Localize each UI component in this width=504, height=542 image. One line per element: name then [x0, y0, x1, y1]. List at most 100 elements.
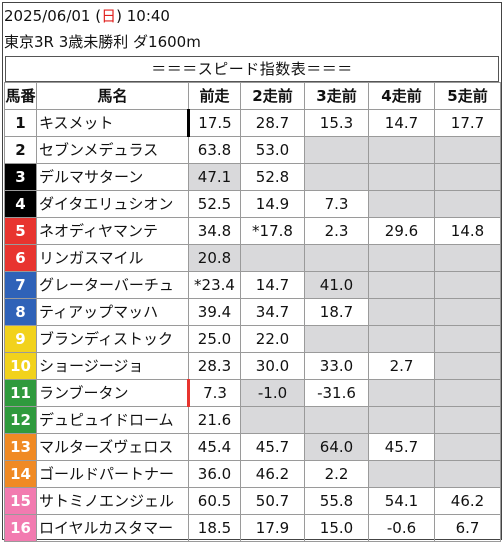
speed-index-cell: *17.8	[240, 217, 305, 245]
speed-index-cell: 7.3	[304, 190, 369, 218]
col-header-last-run: 前走	[188, 82, 241, 110]
speed-index-cell	[368, 325, 435, 353]
horse-name: セブンメデュラス	[36, 136, 189, 164]
horse-name: キスメット	[36, 109, 189, 137]
speed-index-cell	[304, 406, 369, 434]
speed-index-cell: 46.2	[240, 460, 305, 488]
speed-index-cell: -1.0	[240, 379, 305, 407]
horse-number: 10	[4, 352, 37, 380]
speed-index-cell	[434, 271, 501, 299]
speed-index-cell: 47.1	[188, 163, 241, 191]
horse-number: 9	[4, 325, 37, 353]
speed-index-cell: 18.7	[304, 298, 369, 326]
col-header-5-runs-ago: 5走前	[434, 82, 501, 110]
speed-index-cell: 22.0	[240, 325, 305, 353]
speed-index-cell	[368, 136, 435, 164]
speed-index-cell: 46.2	[434, 487, 501, 515]
horse-number: 12	[4, 406, 37, 434]
horse-row: 12 デュピュイドローム 21.6	[4, 406, 501, 434]
speed-index-cell: 2.3	[304, 217, 369, 245]
speed-index-table: 馬番 馬名 前走 2走前 3走前 4走前 5走前 1 キスメット 17.5 28.7 1…	[4, 82, 501, 542]
col-header-4-runs-ago: 4走前	[368, 82, 435, 110]
speed-index-cell: *23.4	[188, 271, 241, 299]
horse-number: 15	[4, 487, 37, 515]
speed-index-cell: 45.7	[368, 433, 435, 461]
speed-index-cell	[368, 244, 435, 272]
table-banner: ＝＝＝スピード指数表＝＝＝	[5, 56, 499, 82]
horse-name: ゴールドパートナー	[36, 460, 189, 488]
day-close-paren: )	[116, 7, 122, 25]
race-date: 2025/06/01	[4, 7, 91, 25]
horse-name: ランブータン	[36, 379, 189, 407]
speed-index-cell: 55.8	[304, 487, 369, 515]
horse-row: 9 ブランディストック 25.0 22.0	[4, 325, 501, 353]
horse-name: ティアップマッハ	[36, 298, 189, 326]
speed-index-cell: 28.7	[240, 109, 305, 137]
horse-row: 4 ダイタエリュシオン 52.5 14.9 7.3	[4, 190, 501, 218]
speed-index-cell: 63.8	[188, 136, 241, 164]
speed-index-cell: 7.3	[187, 379, 241, 407]
speed-index-cell: -31.6	[304, 379, 369, 407]
horse-row: 3 デルマサターン 47.1 52.8	[4, 163, 501, 191]
speed-index-cell: 17.7	[434, 109, 501, 137]
speed-index-cell: 54.1	[368, 487, 435, 515]
speed-index-cell	[368, 460, 435, 488]
col-header-3-runs-ago: 3走前	[304, 82, 369, 110]
speed-index-cell	[368, 163, 435, 191]
speed-index-cell: 14.7	[240, 271, 305, 299]
speed-index-cell: 53.0	[240, 136, 305, 164]
speed-index-cell: 14.9	[240, 190, 305, 218]
speed-index-cell: 36.0	[188, 460, 241, 488]
speed-index-cell	[368, 298, 435, 326]
speed-index-cell	[434, 406, 501, 434]
speed-index-cell: 34.7	[240, 298, 305, 326]
speed-index-cell	[434, 433, 501, 461]
horse-name: グレーターバーチュ	[36, 271, 189, 299]
speed-index-cell	[368, 190, 435, 218]
horse-name: ショージージョ	[36, 352, 189, 380]
speed-index-cell	[304, 325, 369, 353]
speed-index-cell: 39.4	[188, 298, 241, 326]
race-day-of-week: 日	[101, 7, 117, 25]
race-time: 10:40	[126, 7, 170, 25]
horse-row: 8 ティアップマッハ 39.4 34.7 18.7	[4, 298, 501, 326]
horse-name: ネオディヤマンテ	[36, 217, 189, 245]
table-body: 1 キスメット 17.5 28.7 15.3 14.7 17.7 2 セブンメデュラス 63.8 5…	[4, 109, 501, 542]
speed-index-cell: 15.3	[304, 109, 369, 137]
speed-index-cell: 34.8	[188, 217, 241, 245]
horse-number: 16	[4, 514, 37, 542]
col-header-name: 馬名	[36, 82, 189, 110]
speed-index-cell: 17.5	[187, 109, 241, 137]
col-header-number: 馬番	[4, 82, 37, 110]
horse-name: マルターズヴェロス	[36, 433, 189, 461]
horse-name: サトミノエンジェル	[36, 487, 189, 515]
horse-number: 6	[4, 244, 37, 272]
horse-row: 1 キスメット 17.5 28.7 15.3 14.7 17.7	[4, 109, 501, 137]
speed-index-cell: 21.6	[188, 406, 241, 434]
day-open-paren: (	[90, 7, 102, 25]
horse-number: 2	[4, 136, 37, 164]
horse-row: 10 ショージージョ 28.3 30.0 33.0 2.7	[4, 352, 501, 380]
horse-number: 14	[4, 460, 37, 488]
speed-index-cell: 28.3	[188, 352, 241, 380]
speed-index-cell: 25.0	[188, 325, 241, 353]
speed-index-cell	[304, 163, 369, 191]
horse-number: 7	[4, 271, 37, 299]
horse-row: 6 リンガスマイル 20.8	[4, 244, 501, 272]
speed-index-cell	[240, 244, 305, 272]
horse-name: ダイタエリュシオン	[36, 190, 189, 218]
speed-index-cell	[434, 244, 501, 272]
speed-index-cell: 45.7	[240, 433, 305, 461]
speed-index-cell: 20.8	[188, 244, 241, 272]
table-header-row: 馬番 馬名 前走 2走前 3走前 4走前 5走前	[4, 82, 501, 110]
horse-name: ロイヤルカスタマー	[36, 514, 189, 542]
speed-index-cell	[434, 136, 501, 164]
speed-index-cell: 52.8	[240, 163, 305, 191]
horse-number: 3	[4, 163, 37, 191]
speed-index-cell	[434, 298, 501, 326]
speed-index-cell: 2.2	[304, 460, 369, 488]
speed-index-cell: 6.7	[434, 514, 501, 542]
speed-index-cell: 52.5	[188, 190, 241, 218]
horse-row: 5 ネオディヤマンテ 34.8 *17.8 2.3 29.6 14.8	[4, 217, 501, 245]
speed-index-cell	[434, 352, 501, 380]
